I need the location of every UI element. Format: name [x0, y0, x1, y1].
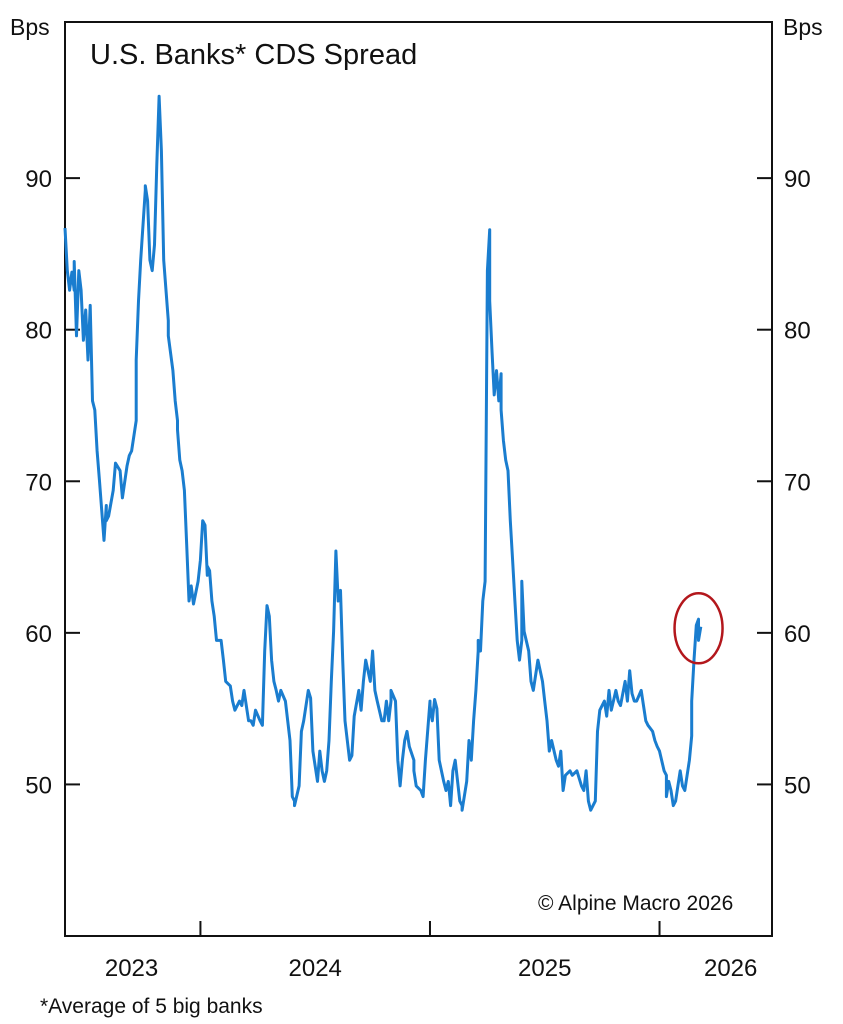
axes: 50 50 60 60 70 70 80 80 90 90 2023 2024 2025 2026 [25, 166, 810, 982]
y-tick-label-left: 60 [25, 621, 52, 648]
y-tick-label-right: 50 [784, 772, 811, 799]
highlight-circle [673, 592, 724, 665]
y-axis-unit-right: Bps [783, 14, 823, 40]
y-tick-label-left: 50 [25, 772, 52, 799]
y-tick-label-right: 90 [784, 166, 811, 193]
y-tick-label-left: 70 [25, 469, 52, 496]
y-axis-unit-left: Bps [10, 14, 50, 40]
y-tick-label-right: 80 [784, 318, 811, 345]
copyright-note: © Alpine Macro 2026 [538, 892, 733, 915]
y-tick-label-left: 90 [25, 166, 52, 193]
chart-title: U.S. Banks* CDS Spread [90, 39, 417, 71]
y-tick-label-left: 80 [25, 318, 52, 345]
y-tick-label-right: 60 [784, 621, 811, 648]
data-marks [63, 94, 724, 812]
cds-spread-line [63, 94, 703, 812]
plot-frame [64, 21, 773, 937]
x-tick-label: 2023 [105, 955, 158, 982]
x-tick-label: 2025 [518, 955, 571, 982]
footnote: *Average of 5 big banks [40, 995, 263, 1018]
x-tick-label: 2026 [704, 955, 757, 982]
y-tick-label-right: 70 [784, 469, 811, 496]
x-tick-label: 2024 [289, 955, 342, 982]
